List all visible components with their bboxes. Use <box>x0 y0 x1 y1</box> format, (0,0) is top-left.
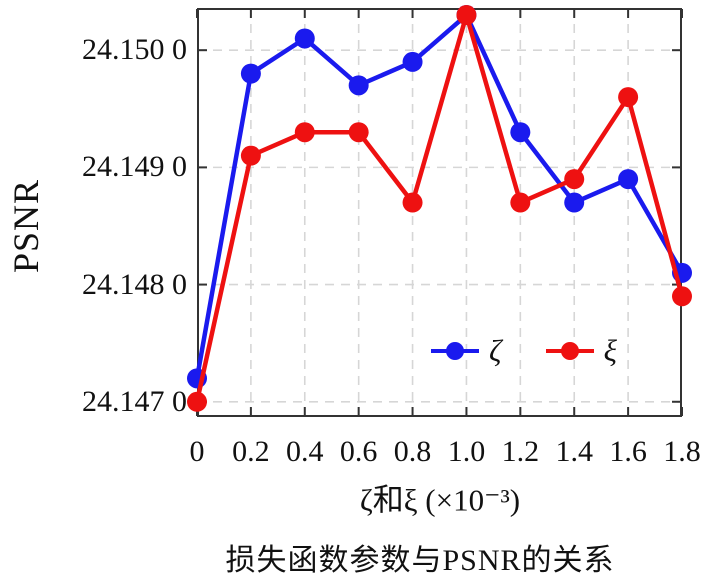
plot-canvas <box>187 5 692 417</box>
data-point-marker-ξ <box>672 286 692 307</box>
data-point-marker-ξ <box>510 192 531 213</box>
legend-item-xi: ξ <box>545 333 617 368</box>
legend-label-xi: ξ <box>603 333 617 368</box>
series-line-ξ <box>194 12 685 403</box>
x-tick-label: 1.0 <box>447 435 486 468</box>
data-point-marker-ζ <box>618 169 639 190</box>
zeta-marker-icon <box>446 341 464 360</box>
zeta-line-marker-swatch <box>431 341 479 361</box>
x-tick-label: 1.8 <box>663 435 701 468</box>
data-point-marker-ζ <box>240 63 261 84</box>
x-tick-label: 1.6 <box>609 435 647 468</box>
x-tick-label: 0 <box>189 435 205 468</box>
y-tick-label: 24.148 0 <box>82 267 187 301</box>
figure-caption: 损失函数参数与PSNR的关系 <box>225 544 615 577</box>
plot-area: ζ ξ <box>187 5 692 417</box>
x-tick-label: 0.8 <box>393 435 432 468</box>
data-point-marker-ξ <box>618 87 639 108</box>
series-line-ζ <box>194 12 684 379</box>
data-point-marker-ξ <box>402 192 423 213</box>
xi-marker-icon <box>560 341 579 360</box>
data-point-marker-ζ <box>510 122 531 143</box>
y-tick-label: 24.147 0 <box>82 384 187 418</box>
axes-box <box>197 8 682 417</box>
data-point-marker-ζ <box>294 28 315 49</box>
xi-line-marker-swatch <box>545 341 594 361</box>
x-axis-title: ζ和ξ (×10⁻³) <box>359 482 521 518</box>
data-point-marker-ξ <box>348 122 369 143</box>
x-tick-label: 0.2 <box>232 435 270 468</box>
x-tick-label: 0.6 <box>339 435 378 468</box>
legend-item-zeta: ζ <box>431 335 502 366</box>
legend-label-zeta: ζ <box>489 333 502 368</box>
data-point-marker-ξ <box>294 122 315 143</box>
y-tick-label: 24.150 0 <box>82 33 187 67</box>
data-point-marker-ξ <box>240 145 261 166</box>
y-tick-label: 24.149 0 <box>82 150 187 184</box>
data-point-marker-ξ <box>456 5 477 26</box>
x-tick-label: 0.4 <box>286 435 324 468</box>
data-point-marker-ζ <box>402 51 423 72</box>
y-axis-title: PSNR <box>6 178 46 274</box>
data-point-marker-ξ <box>187 391 207 412</box>
x-tick-label: 1.2 <box>501 435 540 468</box>
legend: ζ ξ <box>431 335 617 366</box>
x-tick-label: 1.4 <box>555 435 593 468</box>
data-point-marker-ξ <box>564 169 585 190</box>
data-point-marker-ζ <box>348 75 369 96</box>
data-point-marker-ζ <box>564 192 585 213</box>
